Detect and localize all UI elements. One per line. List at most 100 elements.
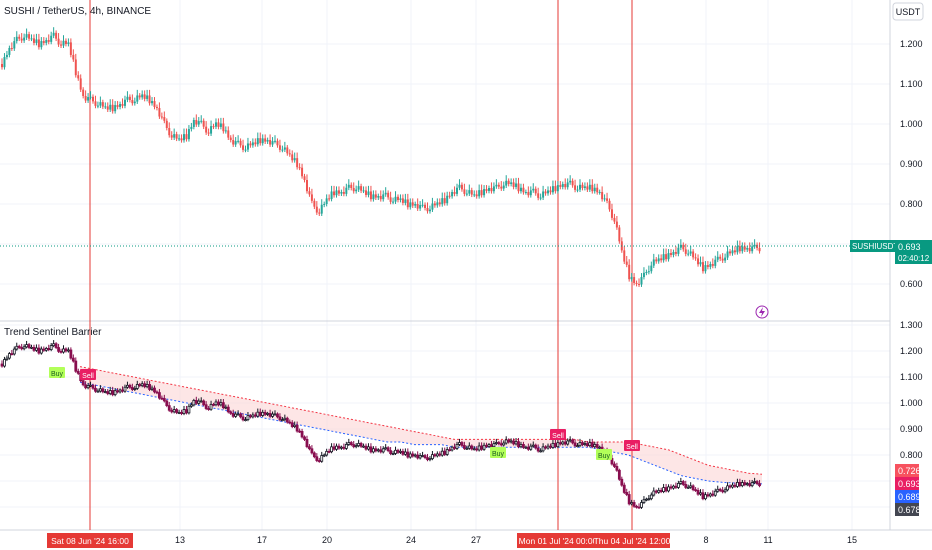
- candle-body: [35, 347, 38, 351]
- candle-body: [733, 484, 737, 487]
- candle-body: [542, 191, 545, 198]
- candle-body: [239, 413, 242, 418]
- candle-body: [563, 441, 567, 445]
- candle-body: [556, 442, 560, 448]
- candle-body: [704, 494, 707, 500]
- time-axis[interactable]: 13 17 20 24 27 8 11 15: [175, 535, 857, 545]
- candle-body: [44, 347, 48, 351]
- symbol-title[interactable]: SUSHI / TetherUS, 4h, BINANCE: [4, 6, 151, 17]
- candle-body: [502, 185, 505, 189]
- indicator-title[interactable]: Trend Sentinel Barrier: [4, 327, 102, 338]
- candle-body: [249, 415, 252, 418]
- candle-body: [667, 486, 670, 492]
- candle-body: [389, 450, 393, 455]
- candle-body: [315, 456, 319, 461]
- candle-body: [365, 190, 368, 195]
- candle-body: [460, 442, 464, 446]
- last-price-label[interactable]: SUSHIUSDT 0.693 02:40:12: [850, 240, 932, 264]
- candle-body: [170, 135, 173, 138]
- candle-body: [382, 194, 385, 200]
- candle-body: [242, 145, 245, 150]
- candle-body: [209, 403, 213, 410]
- candle-body: [221, 402, 225, 409]
- price-tick: 0.900: [900, 159, 923, 169]
- candle-body: [517, 183, 520, 192]
- candle-body: [509, 440, 513, 443]
- candle-body: [283, 417, 287, 421]
- candle-body: [118, 389, 122, 393]
- signal-buy-bg: [596, 449, 612, 460]
- candle-body: [714, 259, 717, 266]
- candle-body: [751, 246, 754, 252]
- candle-body: [168, 128, 171, 136]
- candle-body: [57, 38, 60, 45]
- candle-body: [131, 100, 134, 104]
- candle-body: [699, 492, 702, 495]
- candle-body: [64, 40, 67, 44]
- candle-body: [547, 190, 550, 194]
- candle-body: [633, 277, 636, 283]
- candle-body: [290, 422, 294, 427]
- candle-body: [8, 48, 11, 55]
- candle-body: [323, 204, 326, 205]
- candle-body: [313, 200, 316, 207]
- candle-body: [111, 104, 114, 112]
- candle-body: [401, 450, 405, 455]
- candle-body: [197, 121, 200, 125]
- candle-body: [244, 149, 247, 151]
- candle-body: [72, 54, 75, 60]
- currency-button[interactable]: USDT: [892, 2, 924, 21]
- candle-body: [573, 442, 577, 447]
- candle-body: [1, 64, 3, 68]
- candle-body: [128, 384, 132, 388]
- signal-sell-label: Sell: [552, 433, 564, 440]
- candle-body: [273, 413, 277, 416]
- candle-body: [460, 184, 463, 190]
- indicator-price-axis[interactable]: 1.300 1.200 1.100 1.000 0.900 0.800: [900, 320, 923, 460]
- main-price-axis[interactable]: 1.200 1.100 1.000 0.900 0.800 0.600: [900, 39, 923, 289]
- candle-body: [467, 445, 471, 449]
- signal-buy-label: Buy: [598, 453, 611, 460]
- crosshair-label-2: Mon 01 Jul '24 00:00: [519, 536, 598, 546]
- candle-body: [104, 106, 107, 108]
- candle-body: [608, 200, 611, 210]
- candle-body: [342, 446, 346, 449]
- candle-body: [492, 186, 495, 192]
- candle-body: [645, 272, 648, 273]
- candle-body: [96, 390, 100, 393]
- candle-body: [679, 244, 682, 248]
- candle-body: [617, 469, 621, 480]
- candle-body: [317, 460, 321, 462]
- candle-body: [30, 346, 33, 349]
- candle-body: [647, 498, 651, 501]
- lightning-icon[interactable]: [755, 305, 769, 319]
- candle-body: [529, 445, 533, 450]
- candle-body: [347, 184, 350, 188]
- candle-body: [140, 383, 144, 387]
- candle-body: [210, 126, 213, 134]
- candle-body: [219, 123, 222, 127]
- candle-body: [101, 102, 104, 107]
- candle-body: [178, 138, 181, 140]
- candle-body: [52, 32, 55, 36]
- candle-body: [480, 445, 484, 450]
- candle-body: [141, 94, 144, 98]
- candle-body: [153, 101, 156, 107]
- candle-body: [736, 481, 739, 487]
- candle-body: [163, 117, 166, 121]
- candle-body: [711, 264, 714, 266]
- candle-body: [448, 195, 451, 197]
- candle-body: [574, 185, 577, 190]
- candle-body: [150, 387, 154, 390]
- candle-body: [327, 450, 331, 453]
- candle-body: [160, 397, 164, 400]
- candle-body: [403, 451, 407, 455]
- candle-body: [182, 409, 186, 414]
- candle-body: [197, 400, 201, 404]
- candle-body: [697, 258, 700, 265]
- candle-body: [222, 123, 225, 132]
- candle-body: [47, 347, 51, 351]
- candle-body: [623, 250, 626, 262]
- candle-body: [515, 183, 518, 187]
